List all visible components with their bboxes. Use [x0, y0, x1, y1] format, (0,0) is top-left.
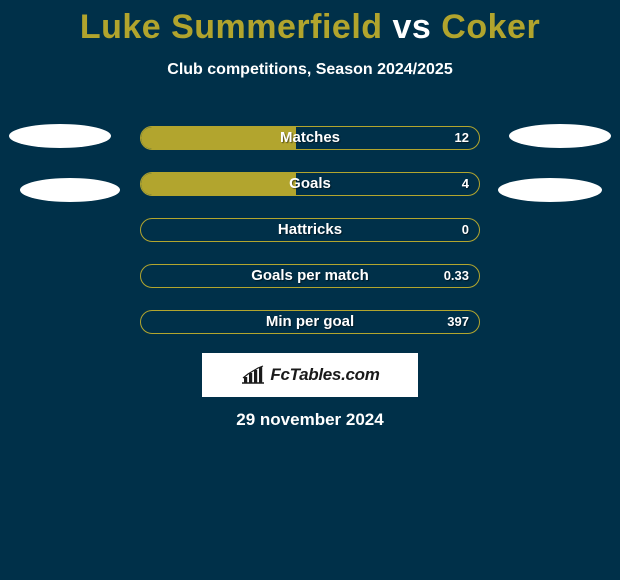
stat-label: Goals per match — [141, 265, 479, 287]
comparison-card: Luke Summerfield vs Coker Club competiti… — [0, 0, 620, 580]
player-ellipse — [9, 124, 111, 148]
stat-row: Hattricks0 — [140, 218, 480, 242]
stat-value-right: 12 — [455, 127, 469, 149]
date-line: 29 november 2024 — [0, 410, 620, 430]
stat-row: Goals4 — [140, 172, 480, 196]
stat-label: Matches — [141, 127, 479, 149]
stat-value-right: 397 — [447, 311, 469, 333]
player1-name: Luke Summerfield — [80, 8, 383, 46]
stat-row: Matches12 — [140, 126, 480, 150]
stat-label: Min per goal — [141, 311, 479, 333]
stat-value-right: 0.33 — [444, 265, 469, 287]
vs-text: vs — [393, 8, 432, 46]
chart-icon — [240, 365, 266, 385]
stat-label: Goals — [141, 173, 479, 195]
stat-value-right: 4 — [462, 173, 469, 195]
player-ellipse — [498, 178, 602, 202]
logo-inner: FcTables.com — [240, 365, 379, 385]
page-title: Luke Summerfield vs Coker — [0, 8, 620, 47]
stat-value-right: 0 — [462, 219, 469, 241]
stats-area: Matches12 Goals4 Hattricks0 Goals per match… — [0, 121, 620, 361]
player2-name: Coker — [441, 8, 540, 46]
player-ellipse — [509, 124, 611, 148]
logo-box: FcTables.com — [202, 353, 418, 397]
logo-text: FcTables.com — [270, 365, 379, 385]
subtitle: Club competitions, Season 2024/2025 — [0, 61, 620, 79]
player-ellipse — [20, 178, 120, 202]
stat-row: Goals per match0.33 — [140, 264, 480, 288]
stat-label: Hattricks — [141, 219, 479, 241]
stat-row: Min per goal397 — [140, 310, 480, 334]
